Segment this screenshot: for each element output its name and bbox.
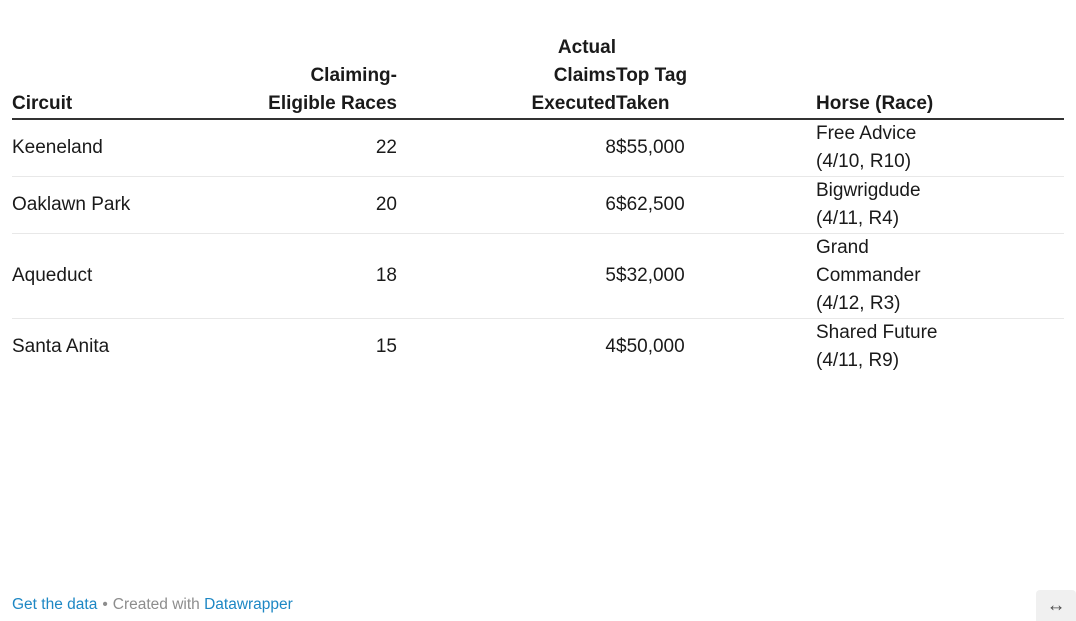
column-header-label: Claims	[553, 65, 616, 86]
footer-bullet: •	[102, 596, 108, 613]
eligible-races-cell: 22	[262, 119, 397, 177]
column-header-label: Claiming-	[310, 65, 397, 86]
top-tag-cell: $55,000	[616, 119, 816, 177]
horse-race-text: Grand Commander (4/12, R3)	[816, 234, 971, 318]
eligible-races-cell: 15	[375, 336, 397, 357]
table-row-aqueduct: Aqueduct 18 5 $32,000 Grand Commander (4…	[12, 233, 1064, 319]
column-header-label: Circuit	[12, 93, 73, 114]
horse-race-cell: Free Advice (4/10, R10)	[816, 119, 1064, 177]
column-header-top-tag-taken: Top Tag Taken	[616, 34, 816, 120]
top-tag-cell: $50,000	[616, 336, 685, 357]
column-header-claiming-eligible-races: Claiming- Eligible Races	[262, 34, 397, 120]
claims-executed-cell: 5	[397, 233, 616, 319]
column-header-label: Executed	[531, 93, 616, 114]
race-detail: (4/10, R10)	[816, 151, 912, 172]
table-body: Keeneland 22 8 $55,000 Free Advice (4/10…	[12, 119, 1064, 375]
datawrapper-link[interactable]: Datawrapper	[204, 596, 293, 613]
circuit-cell: Keeneland	[12, 119, 262, 177]
horse-name: Grand Commander	[816, 237, 921, 286]
claims-executed-cell: 8	[397, 119, 616, 177]
claims-executed-cell: 6	[397, 176, 616, 234]
circuit-cell: Aqueduct	[12, 233, 262, 319]
claims-executed-cell: 4	[605, 336, 616, 357]
table-header: Circuit Claiming- Eligible Races Actual …	[12, 34, 1064, 120]
circuit-cell: Oaklawn Park	[12, 176, 262, 234]
chart-footer: Get the data • Created with Datawrapper	[12, 595, 293, 614]
claims-table: Circuit Claiming- Eligible Races Actual …	[12, 34, 1064, 375]
table-row-keeneland: Keeneland 22 8 $55,000 Free Advice (4/10…	[12, 119, 1064, 177]
horse-race-cell: Grand Commander (4/12, R3)	[816, 233, 1064, 319]
top-tag-cell: $62,500	[616, 176, 816, 234]
column-header-actual-claims-executed: Actual Claims Executed	[397, 34, 616, 120]
horse-name: Bigwrigdude	[816, 180, 921, 201]
column-header-label: Taken	[616, 93, 670, 114]
horse-race-text: Free Advice (4/10, R10)	[816, 120, 971, 176]
horse-name: Free Advice	[816, 123, 917, 144]
horizontal-resize-arrow-icon: ↔	[1046, 594, 1066, 616]
resize-handle[interactable]: ↔	[1036, 590, 1076, 621]
get-the-data-link[interactable]: Get the data	[12, 596, 98, 613]
table-row-santa-anita: Santa Anita 15 4 $50,000 Shared Future (…	[12, 319, 1064, 376]
race-detail: (4/12, R3)	[816, 293, 901, 314]
race-detail: (4/11, R4)	[816, 208, 900, 229]
top-tag-cell: $32,000	[616, 233, 816, 319]
column-header-label: Top Tag	[616, 65, 688, 86]
column-header-circuit: Circuit	[12, 34, 262, 120]
table-row-oaklawn-park: Oaklawn Park 20 6 $62,500 Bigwrigdude (4…	[12, 176, 1064, 234]
column-header-horse-race: Horse (Race)	[816, 34, 1064, 120]
horse-race-cell: Bigwrigdude (4/11, R4)	[816, 176, 1064, 234]
column-header-label: Horse (Race)	[816, 93, 934, 114]
horse-name: Shared Future	[816, 322, 938, 343]
horse-race-text: Bigwrigdude (4/11, R4)	[816, 177, 971, 233]
circuit-cell: Santa Anita	[12, 336, 110, 357]
column-header-label: Eligible Races	[268, 93, 397, 114]
horse-race-text: Shared Future (4/11, R9)	[816, 319, 971, 375]
column-header-label: Actual	[557, 37, 616, 58]
eligible-races-cell: 20	[262, 176, 397, 234]
race-detail: (4/11, R9)	[816, 350, 900, 371]
eligible-races-cell: 18	[262, 233, 397, 319]
created-with-text: Created with	[112, 596, 200, 613]
horse-race-cell: Shared Future (4/11, R9)	[816, 319, 1064, 376]
header-row: Circuit Claiming- Eligible Races Actual …	[12, 34, 1064, 120]
